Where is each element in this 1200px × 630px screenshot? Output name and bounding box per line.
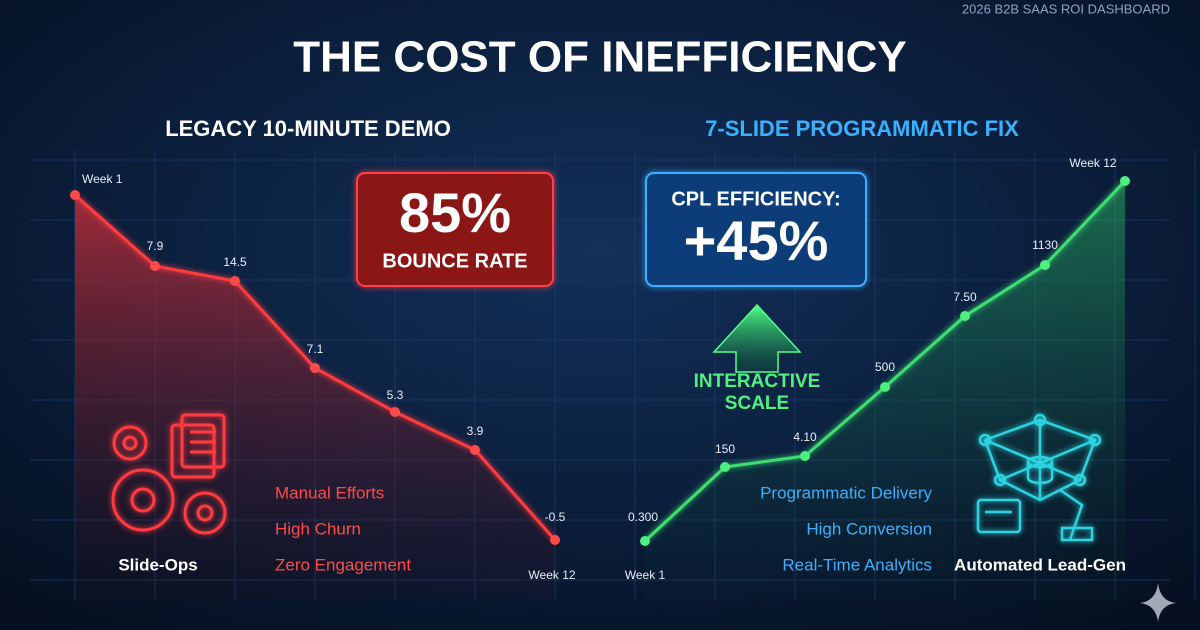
point-label: 4.10 (793, 430, 817, 444)
point-label: 150 (715, 442, 735, 456)
bounce-callout (356, 172, 554, 287)
bullet: High Conversion (806, 519, 932, 538)
point-label: 3.9 (467, 424, 484, 438)
bullet: Programmatic Delivery (760, 483, 932, 502)
bullet: Zero Engagement (275, 555, 411, 574)
cpl-label: CPL EFFICIENCY: (671, 188, 840, 210)
decline-points (70, 190, 560, 545)
point-label: Week 1 (82, 172, 123, 186)
point-label: 1130 (1032, 238, 1058, 252)
point-label: Week 12 (1069, 156, 1116, 170)
point-label: 0.300 (628, 510, 658, 524)
cpl-callout (645, 172, 867, 287)
right-heading: 7-SLIDE PROGRAMMATIC FIX (705, 116, 1019, 141)
up-arrow (712, 303, 802, 373)
point-label: 5.3 (387, 388, 404, 402)
bounce-label: BOUNCE RATE (382, 250, 527, 272)
left-heading: LEGACY 10-MINUTE DEMO (165, 116, 451, 141)
decline-area (75, 195, 555, 600)
point-label: 500 (875, 360, 895, 374)
icon-label: Slide-Ops (118, 555, 197, 574)
icon-label: Automated Lead-Gen (954, 555, 1126, 574)
dashboard-tag: 2026 B2B SAAS ROI DASHBOARD (962, 1, 1170, 16)
bullet: Real-Time Analytics (782, 555, 932, 574)
arrow-label: INTERACTIVE (694, 371, 821, 392)
arrow-label: SCALE (725, 393, 789, 414)
bounce-value: 85% (399, 181, 511, 244)
gears-icon (111, 413, 227, 535)
network-icon (976, 413, 1102, 542)
point-label: 7.50 (953, 290, 977, 304)
title: THE COST OF INEFFICIENCY (293, 33, 907, 82)
bullet: High Churn (275, 519, 361, 538)
start-label: Week 1 (625, 568, 666, 582)
point-label: -0.5 (545, 510, 566, 524)
point-label: 7.9 (147, 239, 164, 253)
cpl-value: +45% (684, 209, 829, 272)
end-label: Week 12 (528, 568, 575, 582)
sparkle-icon (1140, 583, 1176, 622)
point-label: 7.1 (307, 342, 324, 356)
point-label: 14.5 (223, 255, 247, 269)
bullet: Manual Efforts (275, 483, 384, 502)
growth-points (640, 176, 1130, 546)
